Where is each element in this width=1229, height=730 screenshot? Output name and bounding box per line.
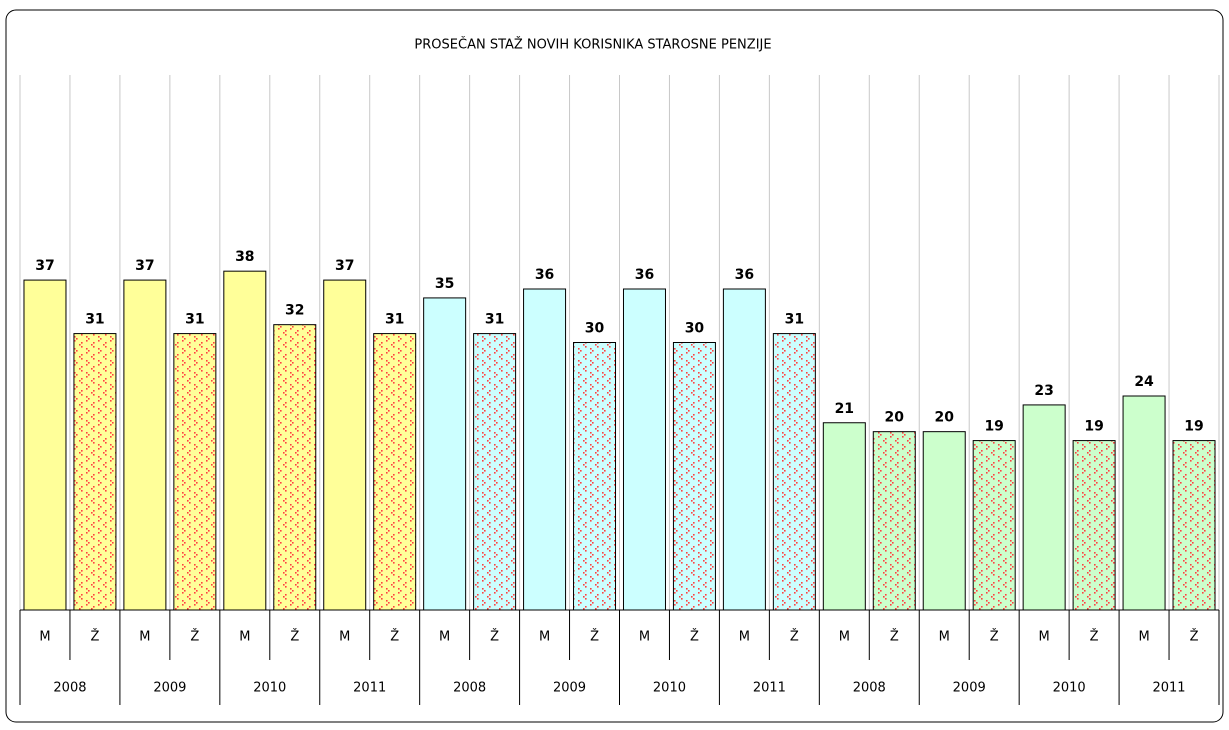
value-label: 23 (1034, 383, 1053, 399)
value-label: 20 (934, 410, 954, 426)
x-tick-label: Ž (190, 629, 199, 645)
x-tick-label: Ž (790, 629, 799, 645)
value-label: 30 (685, 321, 705, 337)
bar (822, 422, 866, 611)
group-label: 2009 (153, 681, 186, 696)
bar (1022, 404, 1066, 611)
x-tick-label: M (739, 630, 750, 645)
bar (1172, 440, 1216, 611)
value-label: 24 (1134, 374, 1154, 390)
x-tick-label: M (439, 630, 450, 645)
x-tick-label: Ž (1090, 629, 1099, 645)
x-tick-label: Ž (90, 629, 99, 645)
bar (1122, 395, 1166, 611)
bar (922, 431, 966, 611)
bar (672, 342, 716, 611)
value-label: 20 (885, 410, 905, 426)
group-label: 2008 (453, 681, 486, 696)
bar (23, 279, 67, 611)
value-label: 19 (1084, 419, 1103, 435)
bar (273, 324, 317, 611)
x-tick-label: Ž (1190, 629, 1199, 645)
bar (223, 270, 267, 611)
bar (373, 333, 417, 611)
bar (622, 288, 666, 611)
bar (123, 279, 167, 611)
bar (573, 342, 617, 611)
value-label: 31 (785, 312, 804, 328)
x-tick-label: Ž (390, 629, 399, 645)
bar (423, 297, 467, 611)
value-label: 38 (235, 249, 254, 265)
value-label: 30 (585, 321, 605, 337)
bar (872, 431, 916, 611)
group-label: 2008 (853, 681, 886, 696)
x-tick-label: M (1039, 630, 1050, 645)
x-tick-label: M (639, 630, 650, 645)
x-tick-label: M (39, 630, 50, 645)
x-tick-label: M (239, 630, 250, 645)
group-label: 2009 (953, 681, 986, 696)
x-tick-label: Ž (690, 629, 699, 645)
x-tick-label: M (1138, 630, 1149, 645)
value-label: 37 (335, 258, 354, 274)
bar (73, 333, 117, 611)
group-label: 2010 (1053, 681, 1086, 696)
x-tick-label: M (939, 630, 950, 645)
chart-title: PROSEČAN STAŽ NOVIH KORISNIKA STAROSNE P… (414, 37, 771, 53)
bar (523, 288, 567, 611)
group-label: 2011 (753, 681, 786, 696)
value-label: 31 (485, 312, 504, 328)
bar (772, 333, 816, 611)
group-label: 2011 (1152, 681, 1185, 696)
bar (173, 333, 217, 611)
group-label: 2008 (53, 681, 86, 696)
x-tick-label: Ž (490, 629, 499, 645)
group-label: 2009 (553, 681, 586, 696)
value-label: 36 (535, 267, 554, 283)
group-label: 2011 (353, 681, 386, 696)
bar (323, 279, 367, 611)
x-tick-label: Ž (890, 629, 899, 645)
group-label: 2010 (653, 681, 686, 696)
value-label: 32 (285, 303, 304, 319)
x-tick-label: M (139, 630, 150, 645)
value-label: 21 (835, 401, 854, 417)
value-label: 19 (1184, 419, 1203, 435)
x-tick-label: Ž (590, 629, 599, 645)
bar (972, 440, 1016, 611)
x-tick-label: Ž (290, 629, 299, 645)
bar (722, 288, 766, 611)
value-label: 37 (135, 258, 154, 274)
value-label: 36 (735, 267, 754, 283)
value-label: 36 (635, 267, 654, 283)
x-tick-label: M (539, 630, 550, 645)
value-label: 35 (435, 276, 454, 292)
group-label: 2010 (253, 681, 286, 696)
value-label: 19 (984, 419, 1003, 435)
x-tick-label: Ž (990, 629, 999, 645)
x-tick-label: M (839, 630, 850, 645)
value-label: 31 (85, 312, 104, 328)
x-tick-label: M (339, 630, 350, 645)
bar (473, 333, 517, 611)
value-label: 37 (35, 258, 54, 274)
bar (1072, 440, 1116, 611)
value-label: 31 (385, 312, 404, 328)
value-label: 31 (185, 312, 204, 328)
